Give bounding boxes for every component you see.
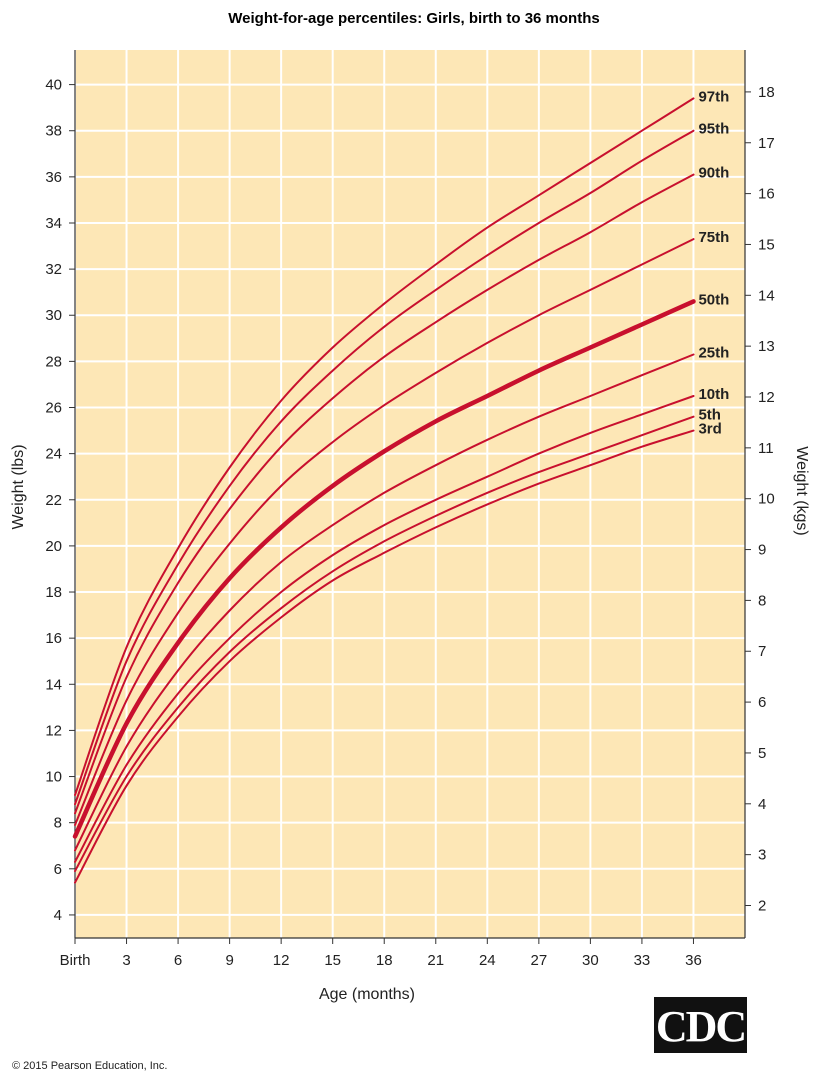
y2-tick-label: 3: [758, 847, 766, 864]
y-tick-label: 24: [45, 446, 62, 463]
series-line-3rd: [74, 429, 695, 884]
grid: [74, 50, 745, 938]
y-tick-label: 8: [54, 815, 62, 832]
series-label-97th: 97th: [698, 88, 729, 105]
plot-area: [75, 50, 745, 938]
x-tick-label: 18: [376, 952, 393, 969]
x-tick-label: 36: [685, 952, 702, 969]
x-axis-label: Age (months): [319, 986, 415, 1003]
cdc-logo: CDC: [654, 997, 747, 1053]
y-tick-label: 16: [45, 630, 62, 647]
y2-tick-label: 18: [758, 84, 775, 101]
y-tick-label: 26: [45, 400, 62, 417]
y2-tick-label: 4: [758, 796, 766, 813]
series-label-3rd: 3rd: [698, 421, 721, 438]
y2-tick-label: 6: [758, 694, 766, 711]
series-label-75th: 75th: [698, 229, 729, 246]
x-tick-label: 27: [531, 952, 548, 969]
y2-tick-label: 16: [758, 186, 775, 203]
logo-text: CDC: [655, 1001, 747, 1051]
y2-tick-label: 5: [758, 745, 766, 762]
x-tick-label: Birth: [60, 952, 91, 969]
y2-tick-label: 15: [758, 236, 775, 253]
y2-axis-label: Weight (kgs): [793, 446, 810, 536]
series-line-90th: [74, 173, 695, 815]
x-tick-label: 33: [634, 952, 651, 969]
y2-tick-label: 17: [758, 135, 775, 152]
x-tick-label: 3: [122, 952, 130, 969]
y2-tick-label: 2: [758, 897, 766, 914]
series-label-10th: 10th: [698, 386, 729, 403]
y2-tick-label: 11: [758, 440, 774, 457]
y-tick-label: 10: [45, 769, 62, 786]
series-label-90th: 90th: [698, 165, 729, 182]
series-lines: [72, 97, 696, 884]
series-line-25th: [74, 353, 695, 852]
y-tick-label: 38: [45, 123, 62, 140]
series-line-5th: [74, 415, 695, 873]
y-tick-label: 4: [54, 907, 62, 924]
y-tick-label: 14: [45, 676, 62, 693]
x-tick-label: 6: [174, 952, 182, 969]
series-line-10th: [74, 395, 695, 863]
y-tick-label: 6: [54, 861, 62, 878]
y2-tick-label: 14: [758, 287, 775, 304]
y-tick-label: 34: [45, 215, 62, 232]
y-tick-label: 30: [45, 307, 62, 324]
y-tick-label: 12: [45, 722, 62, 739]
series-label-95th: 95th: [698, 121, 729, 138]
y2-tick-label: 8: [758, 592, 766, 609]
y2-tick-label: 9: [758, 542, 766, 559]
y-tick-label: 18: [45, 584, 62, 601]
x-tick-label: 15: [324, 952, 341, 969]
series-label-50th: 50th: [698, 291, 729, 308]
series-label-5th: 5th: [698, 407, 721, 424]
y-tick-label: 28: [45, 353, 62, 370]
series-line-97th: [74, 97, 695, 796]
series-line-75th: [74, 238, 695, 826]
series-line-95th: [74, 129, 695, 806]
series-label-25th: 25th: [698, 344, 729, 361]
y-tick-label: 36: [45, 169, 62, 186]
copyright-text: © 2015 Pearson Education, Inc.: [12, 1060, 168, 1072]
series-line-50th: [72, 299, 696, 839]
y-tick-label: 40: [45, 77, 62, 94]
y-tick-label: 32: [45, 261, 62, 278]
y2-tick-label: 10: [758, 491, 775, 508]
y-axis-label: Weight (lbs): [10, 444, 27, 529]
y2-tick-label: 12: [758, 389, 775, 406]
x-tick-label: 24: [479, 952, 496, 969]
x-tick-label: 12: [273, 952, 290, 969]
y2-tick-label: 7: [758, 643, 766, 660]
ticks: Birth 3 6 9 12 15 18 21 24 27 30 33 3646810121416182…: [45, 77, 774, 969]
y-tick-label: 22: [45, 492, 62, 509]
x-tick-label: 9: [225, 952, 233, 969]
y2-tick-label: 13: [758, 338, 775, 355]
chart-title: Weight-for-age percentiles: Girls, birth…: [228, 10, 599, 27]
x-tick-label: 30: [582, 952, 599, 969]
y-tick-label: 20: [45, 538, 62, 555]
x-tick-label: 21: [427, 952, 444, 969]
